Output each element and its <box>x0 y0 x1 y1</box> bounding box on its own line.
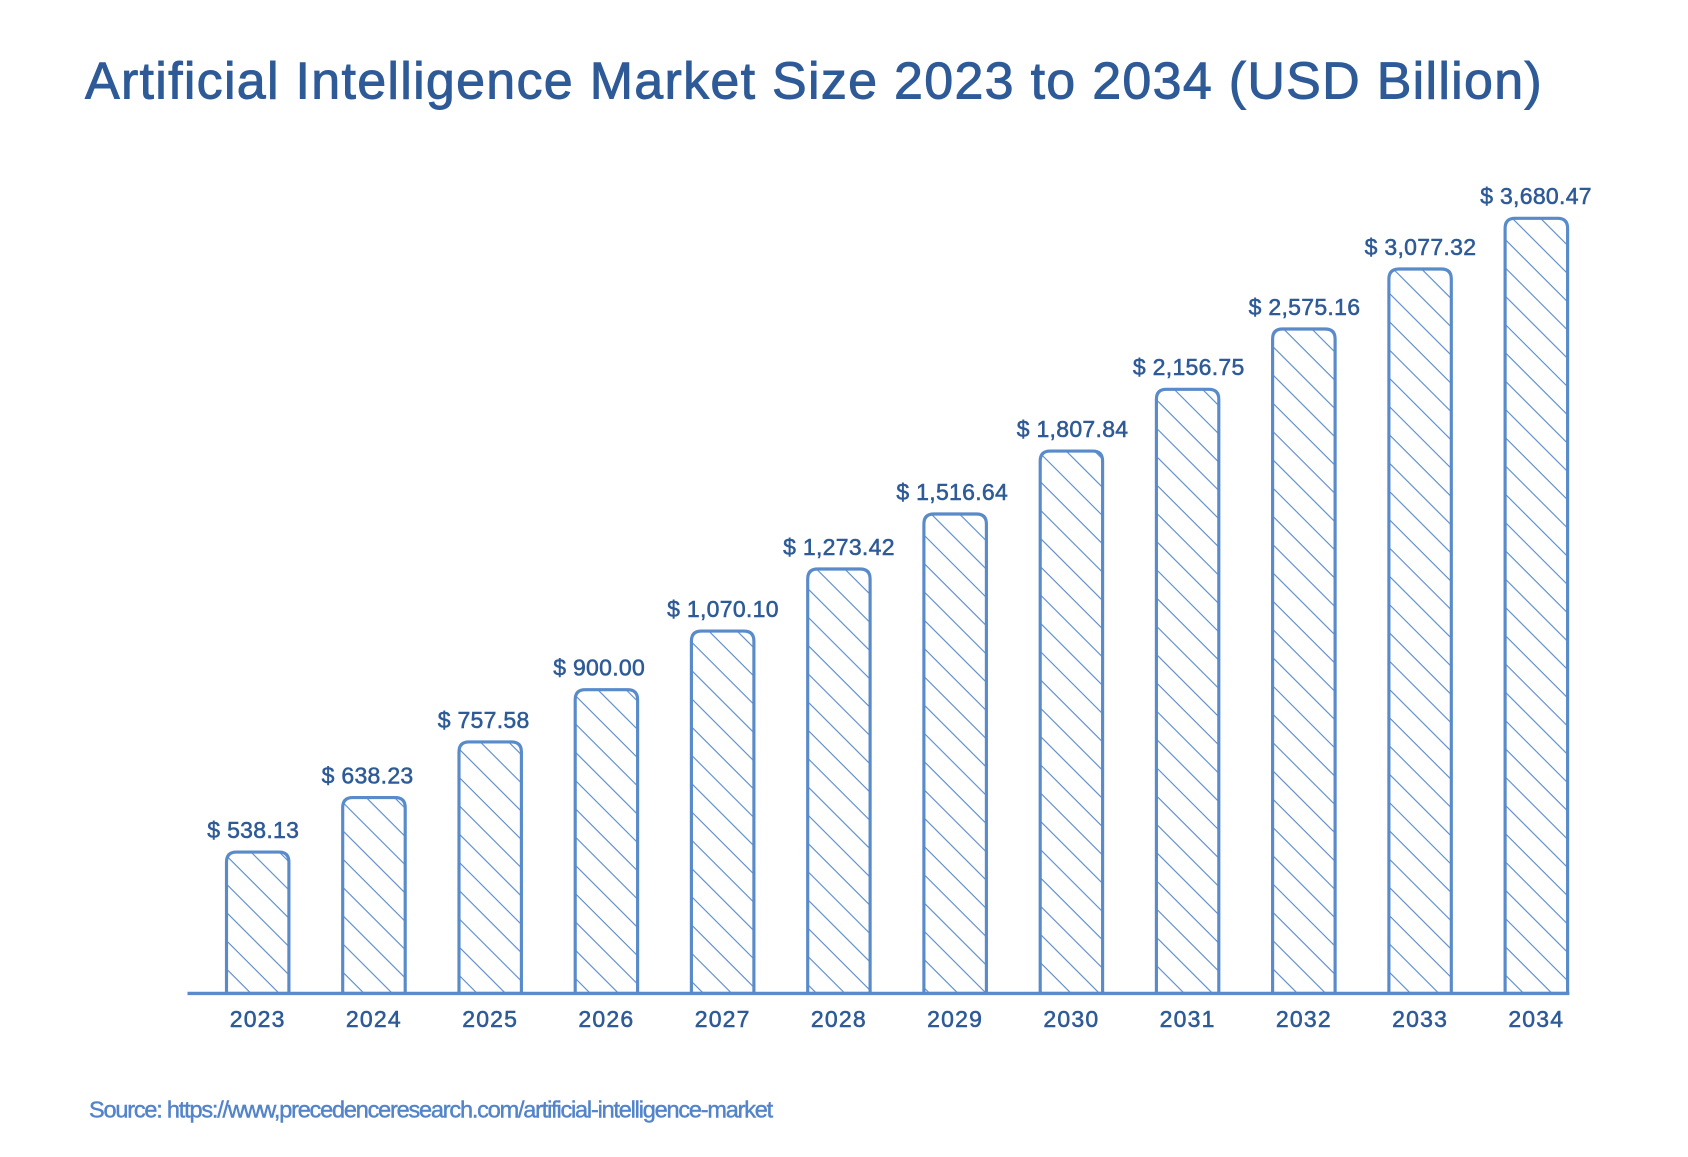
svg-text:2025: 2025 <box>462 1006 518 1032</box>
svg-text:$ 1,070.10: $ 1,070.10 <box>667 596 779 622</box>
svg-text:$ 638.23: $ 638.23 <box>322 763 414 789</box>
svg-text:$ 3,680.47: $ 3,680.47 <box>1480 183 1592 209</box>
svg-text:2034: 2034 <box>1508 1006 1564 1032</box>
svg-text:$ 1,516.64: $ 1,516.64 <box>896 479 1008 505</box>
svg-text:$ 2,575.16: $ 2,575.16 <box>1249 294 1361 320</box>
svg-text:2031: 2031 <box>1160 1006 1216 1032</box>
svg-text:Artificial Intelligence Market: Artificial Intelligence Market Size 2023… <box>85 53 1543 111</box>
svg-text:2030: 2030 <box>1043 1006 1099 1032</box>
svg-text:Source: https://www,precedence: Source: https://www,precedenceresearch.c… <box>89 1097 774 1123</box>
svg-text:$ 1,273.42: $ 1,273.42 <box>783 534 895 560</box>
svg-text:$ 538.13: $ 538.13 <box>207 817 299 843</box>
svg-text:2024: 2024 <box>346 1006 402 1032</box>
svg-text:2029: 2029 <box>927 1006 983 1032</box>
svg-text:2033: 2033 <box>1392 1006 1448 1032</box>
svg-text:$ 1,807.84: $ 1,807.84 <box>1017 416 1129 442</box>
svg-text:2032: 2032 <box>1276 1006 1332 1032</box>
svg-text:$ 3,077.32: $ 3,077.32 <box>1365 234 1477 260</box>
svg-text:2028: 2028 <box>811 1006 867 1032</box>
svg-text:$ 2,156.75: $ 2,156.75 <box>1133 354 1245 380</box>
svg-text:2023: 2023 <box>230 1006 286 1032</box>
svg-text:$ 757.58: $ 757.58 <box>438 707 530 733</box>
svg-text:$ 900.00: $ 900.00 <box>553 655 645 681</box>
svg-text:2026: 2026 <box>578 1006 634 1032</box>
svg-text:2027: 2027 <box>695 1006 751 1032</box>
